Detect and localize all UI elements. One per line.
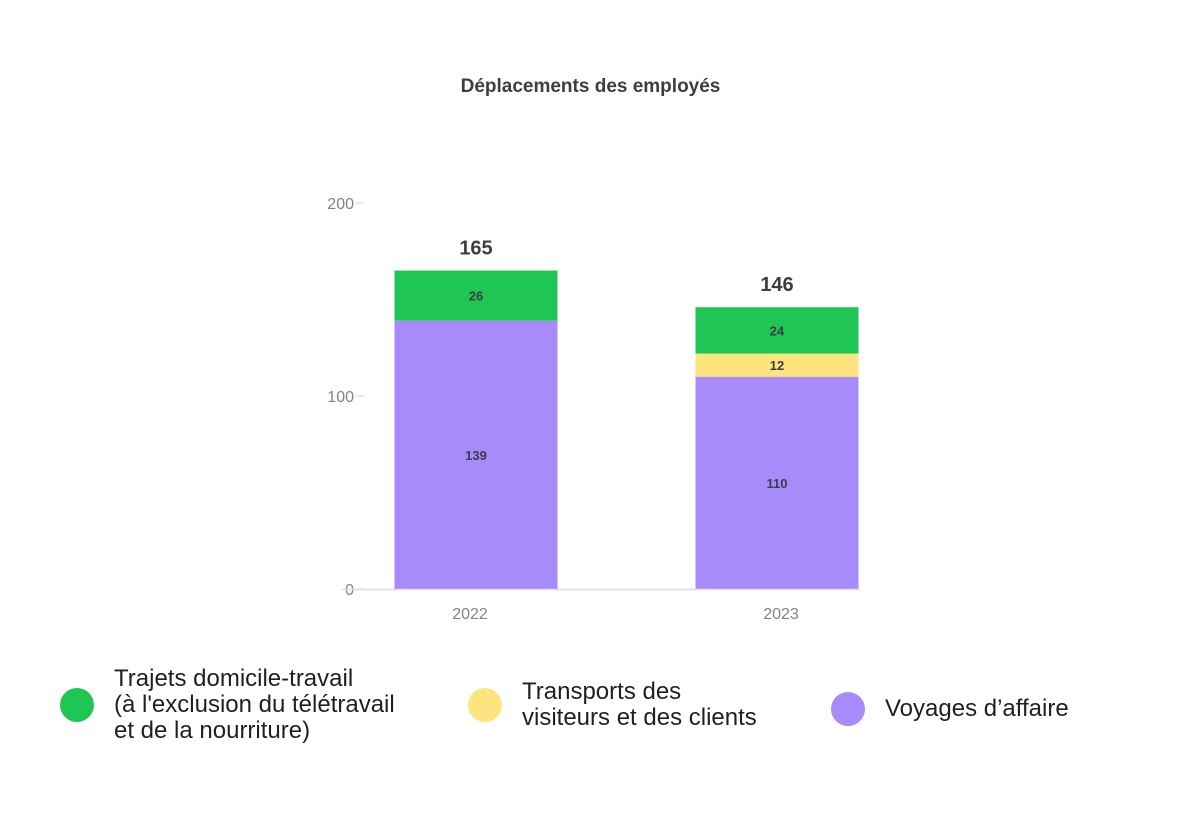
legend-swatch-commute [60, 688, 94, 722]
y-axis: 0 100 200 [327, 196, 364, 599]
y-tick-label: 0 [345, 582, 354, 599]
legend-label-line: (à l'exclusion du télétravail [114, 691, 395, 718]
bar-total-label: 165 [459, 238, 492, 260]
legend-item-visitors: Transports des visiteurs et des clients [468, 679, 757, 731]
bars: 139 26 165 110 12 24 146 [394, 238, 859, 589]
bar-segment-label: 139 [465, 448, 487, 463]
legend-label-line: Voyages d’affaire [885, 695, 1069, 722]
bar-total-label: 146 [760, 274, 793, 296]
legend-label-visitors: Transports des visiteurs et des clients [522, 679, 757, 731]
bar-segment-label: 110 [767, 476, 788, 491]
x-tick-label: 2022 [452, 606, 488, 623]
legend-item-commute: Trajets domicile-travail (à l'exclusion … [60, 666, 395, 744]
chart-title: Déplacements des employés [460, 76, 721, 97]
legend-label-line: Transports des [522, 678, 682, 705]
bar-segment [695, 353, 859, 377]
legend-item-business-travel: Voyages d’affaire [831, 692, 1069, 726]
bar-segment-label: 24 [770, 323, 785, 338]
legend-label-line: visiteurs et des clients [522, 704, 757, 731]
bar-segment [394, 270, 558, 321]
legend-label-line: Trajets domicile-travail [114, 665, 354, 692]
legend-label-line: et de la nourriture) [114, 717, 311, 744]
legend-label-business-travel: Voyages d’affaire [885, 696, 1069, 722]
legend-swatch-business-travel [831, 692, 865, 726]
bar-segment-label: 12 [770, 358, 784, 373]
legend-label-commute: Trajets domicile-travail (à l'exclusion … [114, 666, 395, 744]
bar-segment [695, 307, 859, 354]
bar-segment [695, 376, 859, 589]
x-tick-label: 2023 [763, 606, 799, 623]
bar-segment-label: 26 [469, 289, 483, 304]
y-tick-label: 100 [327, 389, 354, 406]
bar-segment [394, 320, 558, 589]
y-tick-label: 200 [327, 196, 354, 213]
x-axis: 2022 2023 [342, 588, 860, 623]
legend-swatch-visitors [468, 688, 502, 722]
